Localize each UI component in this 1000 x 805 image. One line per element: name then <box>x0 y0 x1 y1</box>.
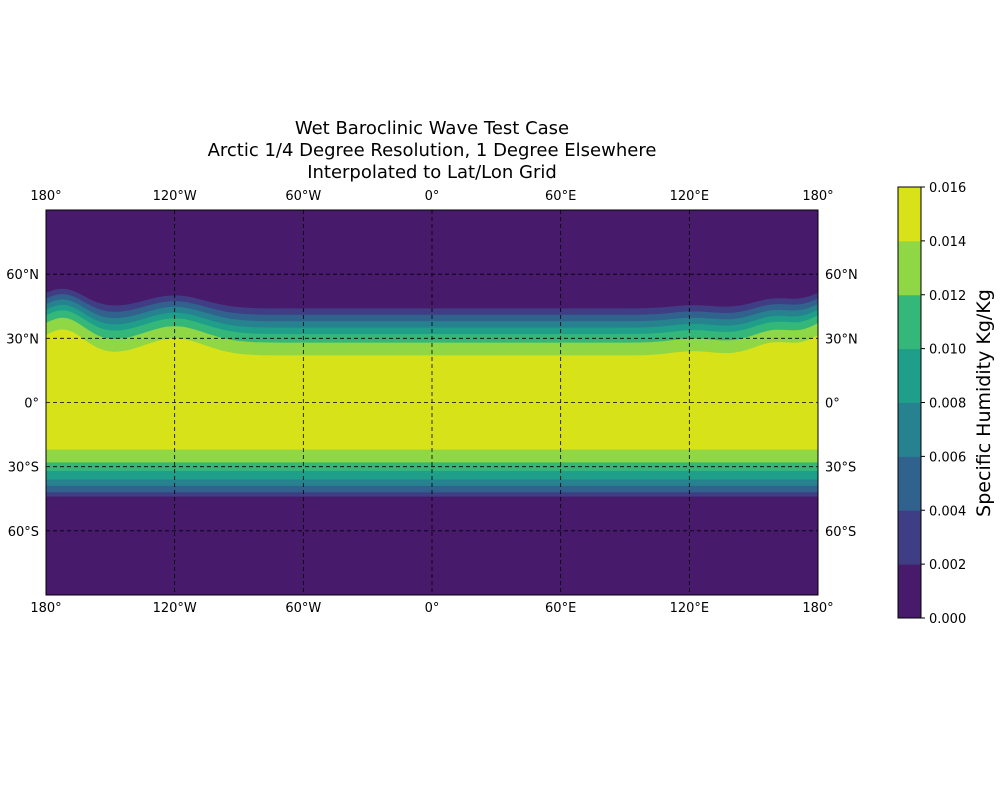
x-tick-label-bottom: 0° <box>425 601 440 616</box>
y-tick-label-left: 0° <box>24 397 39 412</box>
x-tick-label-top: 120°W <box>153 189 197 204</box>
x-tick-label-top: 180° <box>30 189 61 204</box>
x-tick-label-bottom: 180° <box>30 601 61 616</box>
y-tick-label-left: 60°S <box>8 525 39 540</box>
x-tick-label-bottom: 120°E <box>670 601 710 616</box>
colorbar-segment <box>898 510 921 565</box>
colorbar-tick-label: 0.016 <box>929 181 966 196</box>
x-tick-labels: 180° 180° 120°W 120°W 60°W 60°W 0° 0° 60°E 60°E 12… <box>30 189 833 616</box>
chart-title-line-3: Interpolated to Lat/Lon Grid <box>307 162 557 183</box>
colorbar-tick-label: 0.000 <box>929 612 966 627</box>
y-tick-label-left: 60°N <box>6 268 39 283</box>
colorbar: 0.000 0.002 0.004 0.006 0.008 0.010 0.012 0.014… <box>897 181 966 627</box>
colorbar-tick-label: 0.006 <box>929 450 966 465</box>
x-tick-label-top: 60°E <box>545 189 576 204</box>
colorbar-segment <box>898 564 921 619</box>
colorbar-tick-label: 0.010 <box>929 343 966 358</box>
x-tick-label-bottom: 60°W <box>285 601 321 616</box>
colorbar-tick-label: 0.002 <box>929 558 966 573</box>
y-tick-label-left: 30°N <box>6 332 39 347</box>
colorbar-segment <box>898 240 921 296</box>
y-tick-label-left: 30°S <box>8 461 39 476</box>
y-tick-label-right: 60°S <box>825 525 856 540</box>
x-tick-label-bottom: 60°E <box>545 601 576 616</box>
colorbar-segment <box>898 456 921 511</box>
x-tick-label-bottom: 120°W <box>153 601 197 616</box>
map-frame <box>45 209 819 596</box>
x-tick-label-top: 60°W <box>285 189 321 204</box>
colorbar-tick-label: 0.014 <box>929 235 966 250</box>
colorbar-segment <box>898 187 921 242</box>
y-tick-label-right: 30°N <box>825 332 858 347</box>
x-tick-label-top: 0° <box>425 189 440 204</box>
x-tick-label-top: 120°E <box>670 189 710 204</box>
colorbar-tick-label: 0.008 <box>929 397 966 412</box>
colorbar-segment <box>898 294 921 350</box>
colorbar-segment <box>898 348 921 403</box>
gridlines <box>46 210 818 595</box>
colorbar-label: Specific Humidity Kg/Kg <box>973 289 995 517</box>
x-tick-label-top: 180° <box>802 189 833 204</box>
chart-title-line-1: Wet Baroclinic Wave Test Case <box>294 118 570 139</box>
y-tick-label-right: 60°N <box>825 268 858 283</box>
x-tick-label-bottom: 180° <box>802 601 833 616</box>
colorbar-tick-label: 0.012 <box>929 289 966 304</box>
chart-title-line-2: Arctic 1/4 Degree Resolution, 1 Degree E… <box>207 140 657 161</box>
colorbar-segment <box>898 402 921 457</box>
y-tick-labels: 60°N 60°N 30°N 30°N 0° 0° 30°S 30°S 60°S 60°S <box>6 268 858 540</box>
colorbar-tick-label: 0.004 <box>929 504 966 519</box>
y-tick-label-right: 0° <box>825 397 840 412</box>
y-tick-label-right: 30°S <box>825 461 856 476</box>
